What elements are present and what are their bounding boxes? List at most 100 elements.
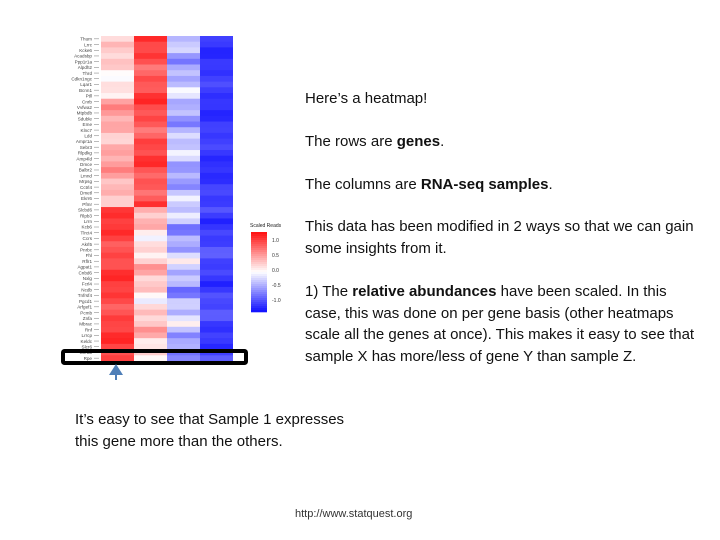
- heatmap-cell: [101, 246, 134, 254]
- gene-label: Lqar1: [80, 82, 92, 87]
- gene-label: Slcr6: [82, 344, 93, 349]
- heatmap-cell: [134, 41, 167, 48]
- heatmap-cell: [200, 269, 233, 276]
- heatmap-cell: [167, 172, 200, 180]
- heatmap-cell: [167, 315, 200, 322]
- gene-label: Pgcd1: [79, 299, 92, 304]
- gene-label: Rlpdkg: [78, 151, 93, 156]
- heatmap-cell: [200, 355, 233, 362]
- heatmap-cell: [167, 115, 200, 123]
- legend-swatch: [251, 272, 267, 275]
- legend-swatch: [251, 300, 267, 303]
- heatmap-cell: [167, 275, 200, 282]
- heatmap-cell: [167, 269, 200, 276]
- heatmap-cell: [167, 75, 200, 83]
- heatmap-cell: [200, 150, 233, 157]
- heatmap-cell: [167, 195, 200, 202]
- heatmap-cell: [101, 104, 134, 111]
- legend-swatch: [251, 246, 267, 249]
- heatmap-cell: [101, 264, 134, 271]
- heatmap-cells: [101, 36, 233, 362]
- heatmap-cell: [101, 167, 134, 174]
- gene-label: Sebr3: [80, 145, 93, 150]
- heatmap-cell: [200, 41, 233, 48]
- heatmap-cell: [167, 127, 200, 134]
- heatmap-cell: [167, 189, 200, 197]
- heatmap-cell: [101, 224, 134, 231]
- legend-swatch: [251, 290, 267, 293]
- heatmap-cell: [200, 115, 233, 123]
- gene-label: Alpdh2: [78, 65, 93, 70]
- legend-swatch: [251, 260, 267, 263]
- gene-label: Znfa: [83, 316, 93, 321]
- heatmap-cell: [167, 298, 200, 305]
- legend-swatch: [251, 266, 267, 269]
- legend-swatch: [251, 234, 267, 237]
- heatmap-cell: [200, 338, 233, 345]
- heatmap-cell: [101, 127, 134, 134]
- line5-b: relative abundances: [352, 283, 497, 300]
- heatmap-cell: [101, 201, 134, 208]
- heatmap-cell: [101, 229, 134, 237]
- heatmap-cell: [200, 332, 233, 339]
- heatmap-cell: [167, 246, 200, 254]
- heatmap-cell: [167, 326, 200, 333]
- legend-tick-label: 0.0: [272, 268, 279, 274]
- heatmap-cell: [200, 121, 233, 128]
- heatmap-cell: [167, 286, 200, 294]
- heatmap-cell: [134, 309, 167, 316]
- heatmap-cell: [200, 235, 233, 242]
- heatmap-cell: [167, 355, 200, 362]
- heatmap-cell: [134, 70, 167, 77]
- heatmap-cell: [134, 127, 167, 134]
- line3-b: RNA-seq samples: [420, 176, 549, 193]
- heatmap-cell: [134, 201, 167, 208]
- heatmap-cell: [200, 64, 233, 71]
- heatmap-cell: [101, 178, 134, 185]
- heatmap-cell: [101, 36, 134, 43]
- legend-swatch: [251, 282, 267, 285]
- legend-swatch: [251, 232, 267, 235]
- gene-label: Mrpsg: [79, 179, 92, 184]
- heatmap-cell: [200, 189, 233, 197]
- columns-are-samples-line: The columns are RNA-seq samples.: [305, 174, 553, 196]
- heatmap-cell: [101, 75, 134, 83]
- heatmap-cell: [101, 41, 134, 48]
- gene-label: Amp4ld: [76, 156, 92, 161]
- legend-swatch: [251, 236, 267, 239]
- heatmap-cell: [134, 115, 167, 123]
- heatmap-cell: [101, 58, 134, 66]
- heatmap-cell: [101, 132, 134, 140]
- heatmap-figure: ThumLrrcKcke6AcadsbpPpp1r1aAlpdh2ThrdCdk…: [61, 36, 282, 380]
- heatmap-cell: [134, 195, 167, 202]
- gene-label: Ccrs: [83, 236, 93, 241]
- heatmap-cell: [134, 155, 167, 162]
- rows-are-genes-line: The rows are genes.: [305, 131, 444, 153]
- heatmap-cell: [101, 309, 134, 316]
- heatmap-cell: [167, 53, 200, 60]
- legend-swatch: [251, 264, 267, 267]
- heatmap-cell: [200, 246, 233, 254]
- heatmap-cell: [101, 207, 134, 214]
- heatmap-cell: [200, 212, 233, 219]
- heatmap-cell: [101, 121, 134, 128]
- legend-swatch: [251, 254, 267, 257]
- heatmap-cell: [167, 292, 200, 299]
- heatmap-cell: [200, 207, 233, 214]
- heatmap-cell: [101, 47, 134, 54]
- heatmap-cell: [167, 104, 200, 111]
- intro-line: Here’s a heatmap!: [305, 90, 428, 107]
- heatmap-cell: [101, 212, 134, 219]
- heatmap-cell: [101, 303, 134, 311]
- heatmap-cell: [167, 36, 200, 43]
- heatmap-cell: [134, 75, 167, 83]
- heatmap-cell: [134, 235, 167, 242]
- heatmap-cell: [101, 332, 134, 339]
- footer-url[interactable]: http://www.statquest.org: [295, 508, 413, 520]
- heatmap-cell: [134, 58, 167, 66]
- modification-intro: This data has been modified in 2 ways so…: [305, 218, 694, 257]
- heatmap-cell: [101, 155, 134, 162]
- heatmap-cell: [134, 229, 167, 237]
- scaling-explanation: 1) The relative abundances have been sca…: [305, 281, 705, 367]
- heatmap-cell: [200, 241, 233, 248]
